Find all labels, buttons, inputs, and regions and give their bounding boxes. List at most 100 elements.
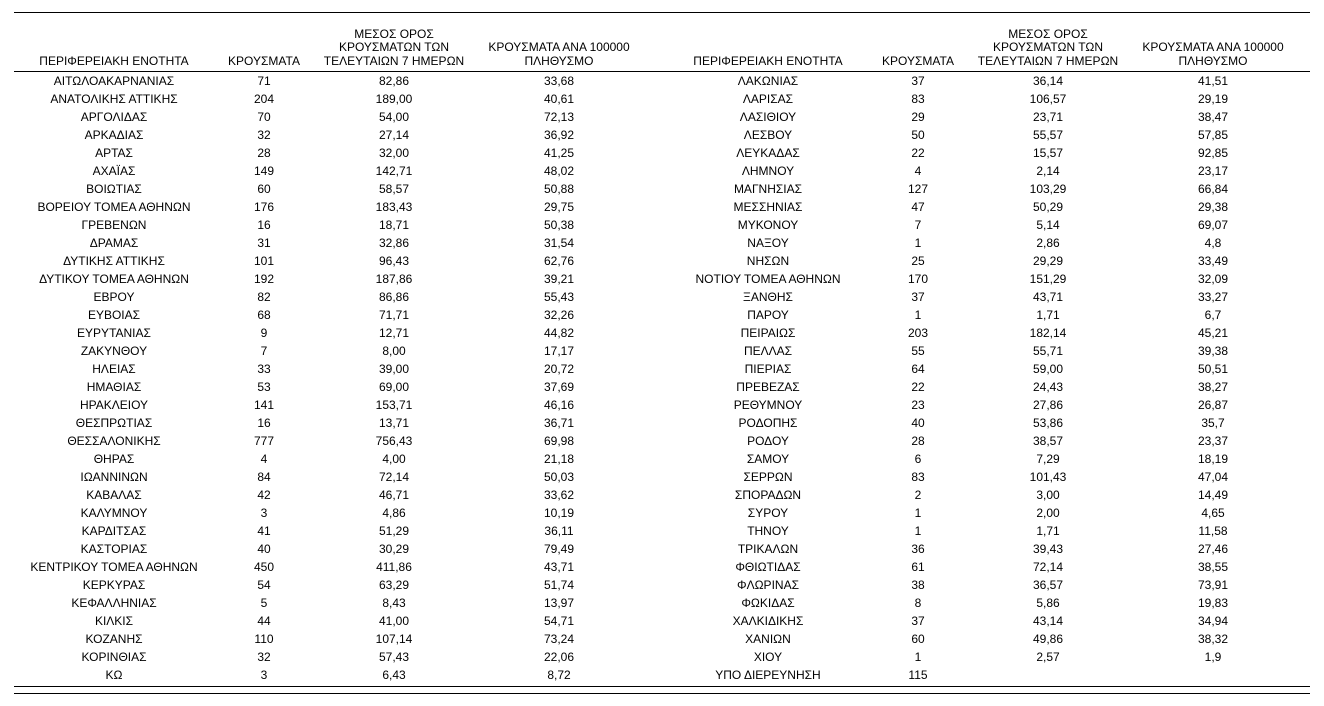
avg7-cell: 2,00 <box>968 504 1128 522</box>
table-row: ΚΕΝΤΡΙΚΟΥ ΤΟΜΕΑ ΑΘΗΝΩΝ450411,8643,71 <box>14 558 656 576</box>
table-body-right: ΛΑΚΩΝΙΑΣ3736,1441,51ΛΑΡΙΣΑΣ83106,5729,19… <box>662 72 1310 684</box>
region-cell: ΑΝΑΤΟΛΙΚΗΣ ΑΤΤΙΚΗΣ <box>14 90 214 108</box>
table-row: ΘΗΡΑΣ44,0021,18 <box>14 450 656 468</box>
per100k-cell: 17,17 <box>474 342 644 360</box>
col-header-7day-avg: ΜΕΣΟΣ ΟΡΟΣ ΚΡΟΥΣΜΑΤΩΝ ΤΩΝ ΤΕΛΕΥΤΑΙΩΝ 7 Η… <box>968 28 1128 69</box>
table-row: ΝΗΣΩΝ2529,2933,49 <box>668 252 1310 270</box>
per100k-cell: 41,51 <box>1128 72 1298 90</box>
region-cell: ΡΟΔΟΠΗΣ <box>668 414 868 432</box>
table-row: ΒΟΡΕΙΟΥ ΤΟΜΕΑ ΑΘΗΝΩΝ176183,4329,75 <box>14 198 656 216</box>
per100k-cell: 36,71 <box>474 414 644 432</box>
per100k-cell: 38,32 <box>1128 630 1298 648</box>
cases-cell: 33 <box>214 360 314 378</box>
region-cell: ΘΕΣΣΑΛΟΝΙΚΗΣ <box>14 432 214 450</box>
cases-cell: 450 <box>214 558 314 576</box>
cases-cell: 176 <box>214 198 314 216</box>
per100k-cell: 19,83 <box>1128 594 1298 612</box>
cases-cell: 16 <box>214 414 314 432</box>
avg7-cell: 24,43 <box>968 378 1128 396</box>
cases-cell: 68 <box>214 306 314 324</box>
avg7-cell: 49,86 <box>968 630 1128 648</box>
per100k-cell: 38,55 <box>1128 558 1298 576</box>
per100k-cell: 37,69 <box>474 378 644 396</box>
avg7-cell: 29,29 <box>968 252 1128 270</box>
table-row: ΛΑΚΩΝΙΑΣ3736,1441,51 <box>668 72 1310 90</box>
avg7-cell: 27,86 <box>968 396 1128 414</box>
region-cell: ΣΑΜΟΥ <box>668 450 868 468</box>
avg7-cell: 23,71 <box>968 108 1128 126</box>
region-cell: ΞΑΝΘΗΣ <box>668 288 868 306</box>
cases-cell: 115 <box>868 666 968 684</box>
cases-cell: 41 <box>214 522 314 540</box>
table-row: ΛΕΣΒΟΥ5055,5757,85 <box>668 126 1310 144</box>
region-cell: ΑΡΤΑΣ <box>14 144 214 162</box>
per100k-cell: 69,07 <box>1128 216 1298 234</box>
avg7-cell: 71,71 <box>314 306 474 324</box>
cases-cell: 141 <box>214 396 314 414</box>
region-cell: ΗΜΑΘΙΑΣ <box>14 378 214 396</box>
per100k-cell: 66,84 <box>1128 180 1298 198</box>
per100k-cell: 18,19 <box>1128 450 1298 468</box>
avg7-cell: 101,43 <box>968 468 1128 486</box>
table-row: ΣΑΜΟΥ67,2918,19 <box>668 450 1310 468</box>
per100k-cell: 23,17 <box>1128 162 1298 180</box>
per100k-cell: 33,68 <box>474 72 644 90</box>
cases-cell: 3 <box>214 504 314 522</box>
table-row: ΕΥΒΟΙΑΣ6871,7132,26 <box>14 306 656 324</box>
table-body: ΑΙΤΩΛΟΑΚΑΡΝΑΝΙΑΣ7182,8633,68ΑΝΑΤΟΛΙΚΗΣ Α… <box>14 72 1310 684</box>
table-row: ΥΠΟ ΔΙΕΡΕΥΝΗΣΗ115 <box>668 666 1310 684</box>
region-cell: ΚΩ <box>14 666 214 684</box>
avg7-cell: 13,71 <box>314 414 474 432</box>
per100k-cell: 46,16 <box>474 396 644 414</box>
avg7-cell: 43,14 <box>968 612 1128 630</box>
table-row: ΣΠΟΡΑΔΩΝ23,0014,49 <box>668 486 1310 504</box>
table-row: ΜΥΚΟΝΟΥ75,1469,07 <box>668 216 1310 234</box>
cases-cell: 32 <box>214 648 314 666</box>
per100k-cell: 54,71 <box>474 612 644 630</box>
table-row: ΒΟΙΩΤΙΑΣ6058,5750,88 <box>14 180 656 198</box>
cases-cell: 4 <box>214 450 314 468</box>
table-row: ΡΟΔΟΥ2838,5723,37 <box>668 432 1310 450</box>
region-cell: ΚΕΡΚΥΡΑΣ <box>14 576 214 594</box>
per100k-cell: 14,49 <box>1128 486 1298 504</box>
cases-cell: 83 <box>868 468 968 486</box>
region-cell: ΗΛΕΙΑΣ <box>14 360 214 378</box>
table-row: ΖΑΚΥΝΘΟΥ78,0017,17 <box>14 342 656 360</box>
cases-cell: 54 <box>214 576 314 594</box>
cases-cell: 82 <box>214 288 314 306</box>
per100k-cell: 51,74 <box>474 576 644 594</box>
cases-cell: 64 <box>868 360 968 378</box>
avg7-cell: 8,00 <box>314 342 474 360</box>
per100k-cell: 8,72 <box>474 666 644 684</box>
region-cell: ΜΑΓΝΗΣΙΑΣ <box>668 180 868 198</box>
avg7-cell: 72,14 <box>968 558 1128 576</box>
avg7-cell: 53,86 <box>968 414 1128 432</box>
avg7-cell: 39,43 <box>968 540 1128 558</box>
region-cell: ΚΑΣΤΟΡΙΑΣ <box>14 540 214 558</box>
per100k-cell: 69,98 <box>474 432 644 450</box>
per100k-cell: 40,61 <box>474 90 644 108</box>
per100k-cell: 33,27 <box>1128 288 1298 306</box>
avg7-cell: 69,00 <box>314 378 474 396</box>
per100k-cell: 33,62 <box>474 486 644 504</box>
table-row: ΝΑΞΟΥ12,864,8 <box>668 234 1310 252</box>
per100k-cell: 39,21 <box>474 270 644 288</box>
region-cell: ΑΡΚΑΔΙΑΣ <box>14 126 214 144</box>
per100k-cell: 29,19 <box>1128 90 1298 108</box>
per100k-cell: 29,75 <box>474 198 644 216</box>
avg7-cell: 54,00 <box>314 108 474 126</box>
table-row: ΣΕΡΡΩΝ83101,4347,04 <box>668 468 1310 486</box>
region-cell: ΛΗΜΝΟΥ <box>668 162 868 180</box>
cases-cell: 70 <box>214 108 314 126</box>
region-cell: ΡΕΘΥΜΝΟΥ <box>668 396 868 414</box>
per100k-cell: 21,18 <box>474 450 644 468</box>
cases-cell: 60 <box>214 180 314 198</box>
cases-cell: 6 <box>868 450 968 468</box>
per100k-cell: 38,27 <box>1128 378 1298 396</box>
avg7-cell: 2,86 <box>968 234 1128 252</box>
cases-cell: 42 <box>214 486 314 504</box>
region-cell: ΧΑΛΚΙΔΙΚΗΣ <box>668 612 868 630</box>
region-cell: ΘΕΣΠΡΩΤΙΑΣ <box>14 414 214 432</box>
table-row: ΤΗΝΟΥ11,7111,58 <box>668 522 1310 540</box>
avg7-cell: 12,71 <box>314 324 474 342</box>
